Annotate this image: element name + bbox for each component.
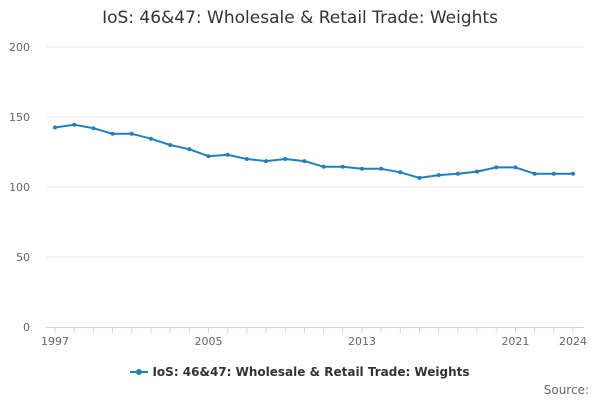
data-point — [283, 157, 288, 161]
x-tick-label: 1997 — [41, 335, 69, 348]
data-point — [53, 125, 57, 130]
x-tick-label: 2021 — [501, 335, 529, 348]
gridlines — [46, 46, 584, 258]
data-point — [436, 173, 441, 178]
x-tick-label: 2005 — [194, 335, 222, 348]
data-point — [551, 171, 556, 176]
legend[interactable]: IoS: 46&47: Wholesale & Retail Trade: We… — [0, 365, 600, 379]
x-tick-label: 2013 — [348, 335, 376, 348]
legend-label: IoS: 46&47: Wholesale & Retail Trade: We… — [152, 365, 470, 379]
data-point — [398, 170, 403, 175]
y-tick-label: 200 — [9, 41, 30, 54]
data-point — [494, 165, 499, 170]
data-point — [417, 175, 422, 180]
data-point — [571, 171, 575, 176]
data-point — [129, 131, 134, 136]
legend-swatch — [130, 367, 149, 377]
data-point — [379, 166, 384, 171]
y-tick-label: 150 — [9, 111, 30, 124]
data-point — [91, 126, 96, 131]
data-point — [148, 136, 153, 141]
data-point — [110, 131, 115, 136]
data-point — [168, 143, 173, 147]
y-tick-label: 100 — [9, 181, 30, 194]
chart-title: IoS: 46&47: Wholesale & Retail Trade: We… — [102, 8, 498, 28]
series-layer — [53, 122, 575, 180]
data-point — [72, 122, 77, 127]
data-point — [532, 171, 537, 176]
data-point — [187, 147, 192, 152]
source-label: Source: — [543, 383, 589, 397]
data-point — [455, 171, 460, 176]
data-point — [321, 164, 326, 169]
data-point — [302, 159, 307, 164]
data-point — [206, 154, 211, 159]
y-tick-label: 50 — [16, 251, 30, 264]
x-tick-label: 2024 — [559, 335, 587, 348]
series-line — [54, 123, 574, 179]
data-point — [359, 166, 364, 171]
data-point — [475, 169, 480, 174]
axes: 0 50 100 150 200 1997 2005 2013 2021 2024 — [9, 41, 587, 348]
data-point — [225, 152, 230, 157]
data-point — [264, 159, 269, 164]
data-point — [244, 157, 249, 161]
data-point — [513, 165, 518, 170]
data-point — [340, 164, 345, 169]
y-tick-label: 0 — [23, 321, 30, 334]
